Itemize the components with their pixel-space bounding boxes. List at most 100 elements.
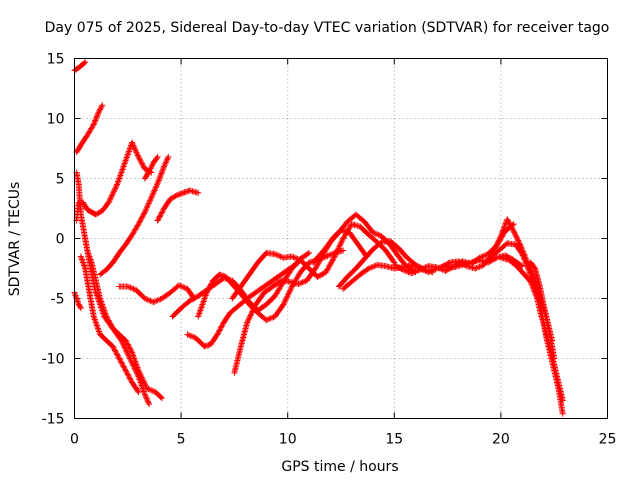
data-point	[80, 307, 82, 309]
data-point	[274, 295, 276, 297]
data-point	[118, 333, 120, 336]
data-point	[157, 219, 159, 222]
data-point	[536, 297, 538, 300]
data-point	[521, 265, 523, 267]
data-point	[282, 303, 284, 306]
data-point	[297, 283, 299, 285]
data-point	[125, 159, 127, 162]
data-point	[116, 183, 118, 186]
data-point	[393, 267, 395, 270]
data-point	[449, 261, 451, 264]
data-point	[99, 273, 101, 276]
x-tick-label: 0	[70, 432, 79, 448]
data-point	[545, 329, 547, 331]
data-point	[496, 257, 498, 259]
data-point	[515, 243, 517, 246]
data-point	[218, 273, 221, 276]
data-point	[291, 285, 293, 288]
data-point	[105, 339, 108, 342]
data-point	[513, 223, 515, 225]
data-point	[398, 247, 400, 249]
data-point	[99, 333, 101, 336]
data-point	[146, 387, 148, 390]
data-point	[308, 261, 310, 264]
data-point	[498, 249, 500, 252]
data-point	[238, 305, 240, 307]
data-point	[357, 243, 359, 246]
data-point	[240, 293, 242, 295]
data-point	[436, 266, 438, 268]
data-point	[406, 257, 408, 259]
series-track-02	[71, 289, 84, 312]
data-point	[99, 297, 101, 300]
data-point	[225, 276, 227, 278]
data-point	[427, 271, 429, 273]
data-point	[265, 319, 267, 321]
data-point	[231, 283, 233, 285]
data-point	[346, 221, 348, 223]
data-point	[321, 252, 323, 254]
data-point	[201, 303, 203, 306]
data-point	[129, 357, 131, 360]
data-point	[380, 241, 383, 243]
data-point	[137, 223, 140, 225]
data-point	[419, 269, 421, 271]
data-point	[182, 192, 184, 194]
series-track-04	[73, 139, 155, 224]
data-point	[457, 260, 459, 262]
data-point	[534, 267, 536, 270]
data-point	[410, 272, 412, 274]
data-point	[118, 357, 120, 360]
data-point	[506, 242, 508, 244]
data-point	[197, 192, 199, 194]
series-markers	[231, 227, 370, 376]
series-track-22	[487, 240, 566, 417]
data-point	[299, 271, 302, 273]
data-point	[551, 339, 553, 342]
data-point	[342, 237, 344, 240]
data-point	[80, 255, 82, 258]
data-point	[274, 253, 276, 255]
data-point	[346, 276, 348, 278]
data-point	[93, 123, 95, 126]
data-point	[186, 288, 189, 290]
data-point	[118, 252, 120, 254]
data-point	[338, 285, 340, 288]
data-point	[306, 279, 308, 282]
data-point	[186, 333, 189, 336]
series-markers	[154, 187, 202, 224]
data-point	[257, 312, 259, 314]
data-point	[216, 333, 218, 336]
data-point	[144, 211, 146, 213]
data-point	[212, 279, 214, 282]
series-track-07	[77, 253, 142, 396]
data-point	[308, 252, 310, 254]
data-point	[500, 257, 502, 259]
data-point	[112, 345, 114, 348]
x-tick-label: 15	[385, 432, 403, 448]
data-point	[342, 249, 344, 252]
data-point	[112, 261, 114, 264]
data-point	[553, 363, 555, 366]
data-point	[248, 303, 250, 306]
data-point	[131, 141, 133, 144]
data-point	[393, 264, 395, 266]
data-point	[131, 234, 133, 236]
data-point	[487, 253, 489, 255]
data-points	[71, 59, 566, 417]
y-axis-label: SDTVAR / TECUs	[7, 182, 23, 297]
y-tick-label: -5	[51, 292, 65, 308]
data-point	[88, 291, 90, 294]
y-tick-label: 10	[47, 112, 65, 128]
plot-frame	[74, 58, 608, 419]
data-point	[506, 218, 508, 220]
series-markers	[73, 102, 106, 156]
data-point	[483, 264, 485, 266]
data-point	[144, 297, 146, 300]
data-point	[154, 391, 157, 393]
data-point	[210, 343, 212, 345]
data-point	[470, 263, 472, 265]
data-point	[161, 297, 163, 300]
data-point	[240, 285, 242, 288]
